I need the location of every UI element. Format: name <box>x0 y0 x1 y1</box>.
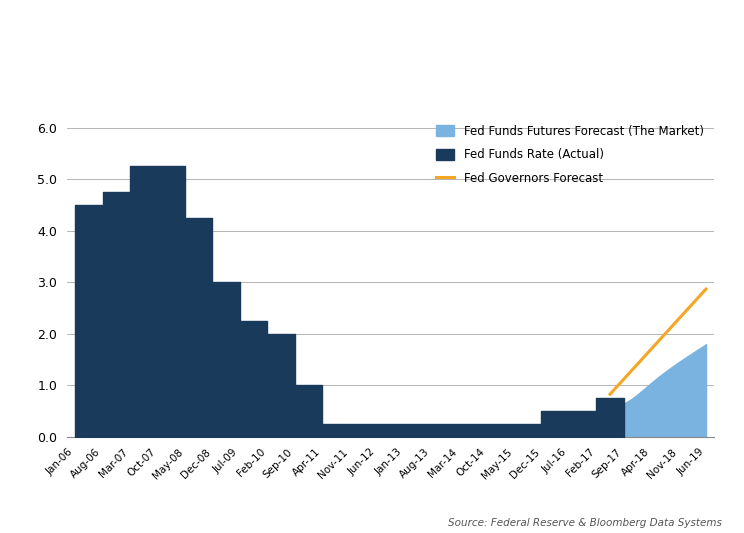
Text: US Fed Funds Rates & Forecasts: US Fed Funds Rates & Forecasts <box>157 17 587 41</box>
Text: 1967 to Present: 1967 to Present <box>304 57 440 72</box>
Legend: Fed Funds Futures Forecast (The Market), Fed Funds Rate (Actual), Fed Governors : Fed Funds Futures Forecast (The Market),… <box>432 120 708 190</box>
Text: Source: Federal Reserve & Bloomberg Data Systems: Source: Federal Reserve & Bloomberg Data… <box>448 518 722 528</box>
